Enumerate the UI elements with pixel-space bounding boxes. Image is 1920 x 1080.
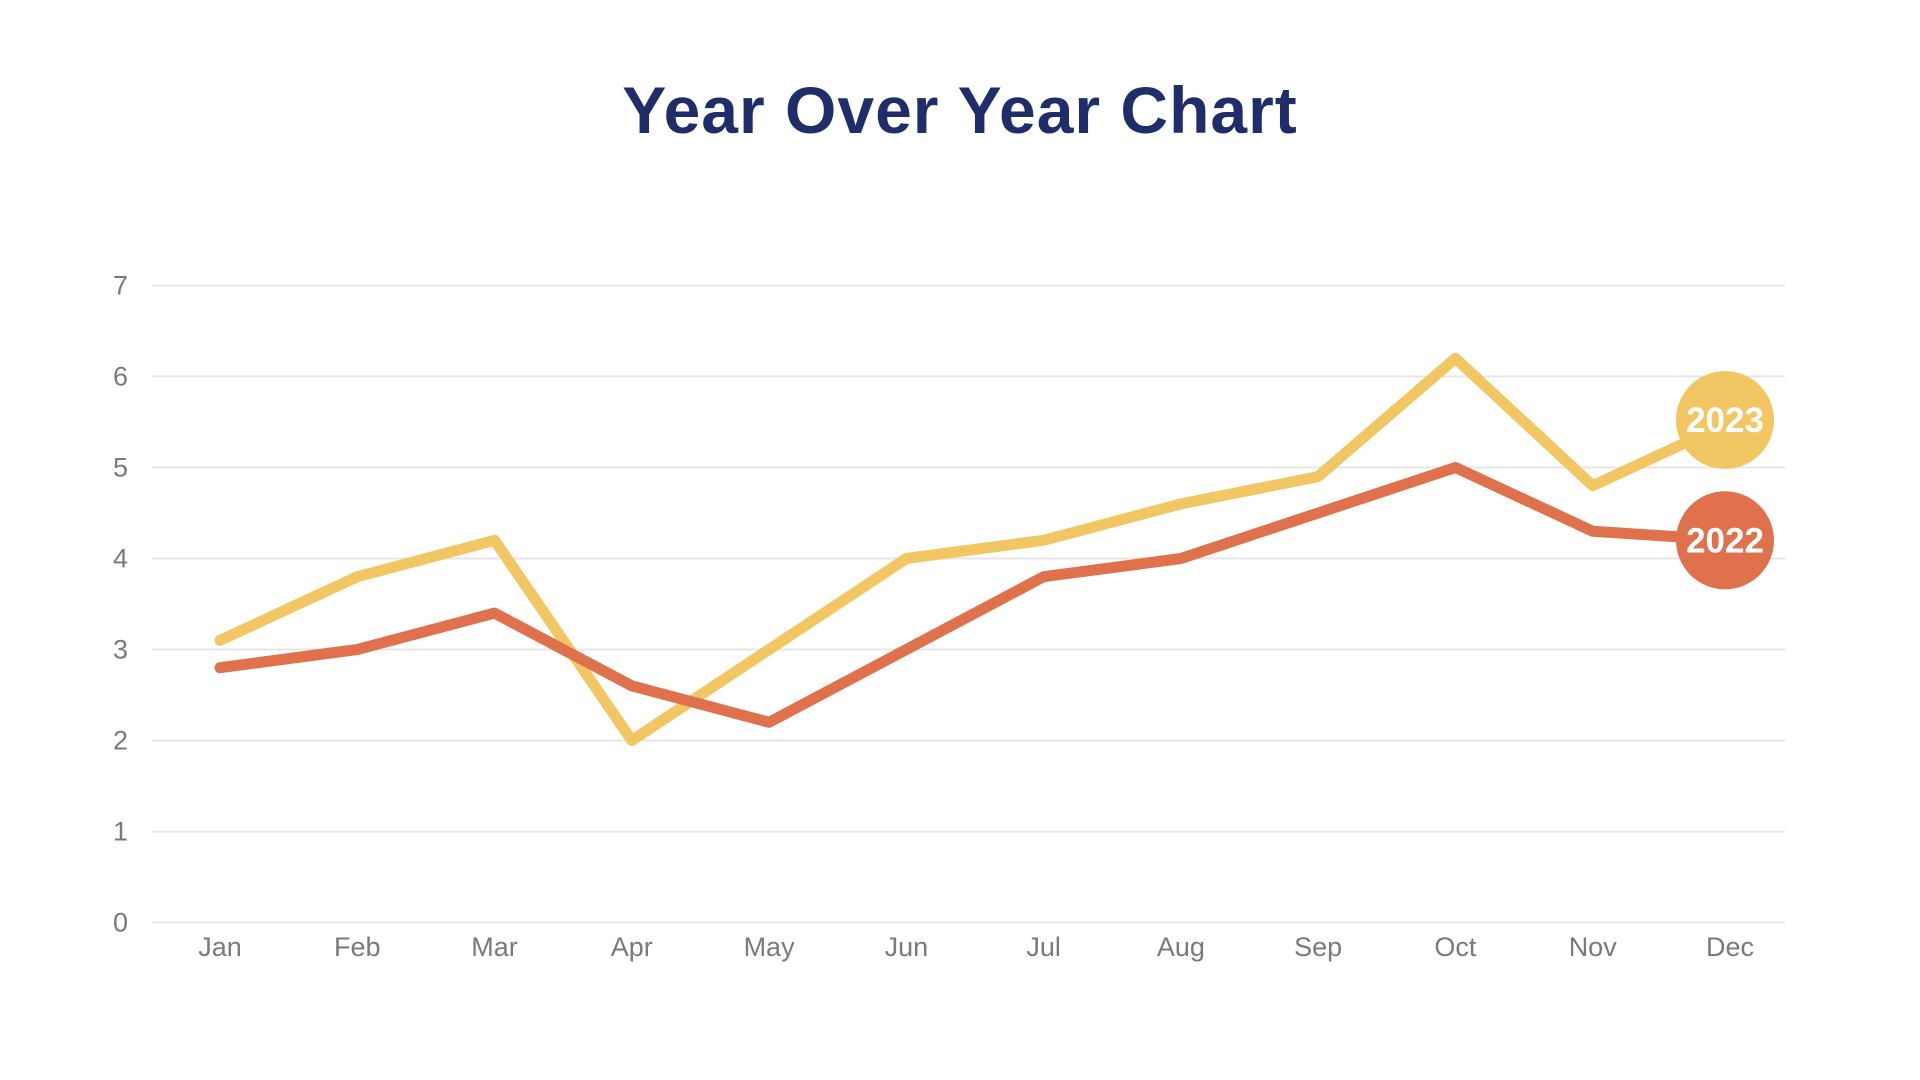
x-tick-label-nov: Nov (1569, 932, 1618, 962)
x-tick-label-jan: Jan (198, 932, 242, 962)
y-tick-label-2: 2 (113, 726, 128, 756)
x-tick-label-jun: Jun (885, 932, 929, 962)
gridlines-group (152, 284, 1785, 924)
y-tick-label-3: 3 (113, 635, 128, 665)
y-axis-labels-group: 0 1 2 3 4 5 6 7 (113, 271, 128, 938)
series-badge-label-2023: 2023 (1686, 401, 1764, 440)
y-tick-label-1: 1 (113, 817, 128, 847)
series-lines-group (214, 352, 1736, 746)
chart-title: Year Over Year Chart (622, 73, 1298, 147)
series-end-badges-group: 2023 2022 (1676, 371, 1774, 590)
series-badge-label-2022: 2022 (1686, 521, 1764, 560)
x-tick-label-jul: Jul (1026, 932, 1061, 962)
y-tick-label-7: 7 (113, 271, 128, 301)
series-badge-circle-2022 (1676, 491, 1774, 590)
series-line-2023 (214, 352, 1736, 746)
x-axis-labels-group: Jan Feb Mar Apr May Jun Jul Aug Sep Oct Nov Dec (198, 932, 1754, 962)
y-tick-label-4: 4 (113, 544, 128, 574)
x-tick-label-aug: Aug (1157, 932, 1205, 962)
y-tick-label-6: 6 (113, 362, 128, 392)
x-tick-label-sep: Sep (1294, 932, 1342, 962)
x-tick-label-dec: Dec (1706, 932, 1754, 962)
y-tick-label-5: 5 (113, 453, 128, 483)
x-tick-label-oct: Oct (1434, 932, 1477, 962)
y-tick-label-0: 0 (113, 908, 128, 938)
x-tick-label-mar: Mar (471, 932, 518, 962)
x-tick-label-feb: Feb (334, 932, 381, 962)
series-badge-circle-2023 (1676, 371, 1774, 469)
x-tick-label-apr: Apr (611, 932, 653, 962)
series-line-2022 (214, 462, 1736, 728)
x-tick-label-may: May (744, 932, 796, 962)
